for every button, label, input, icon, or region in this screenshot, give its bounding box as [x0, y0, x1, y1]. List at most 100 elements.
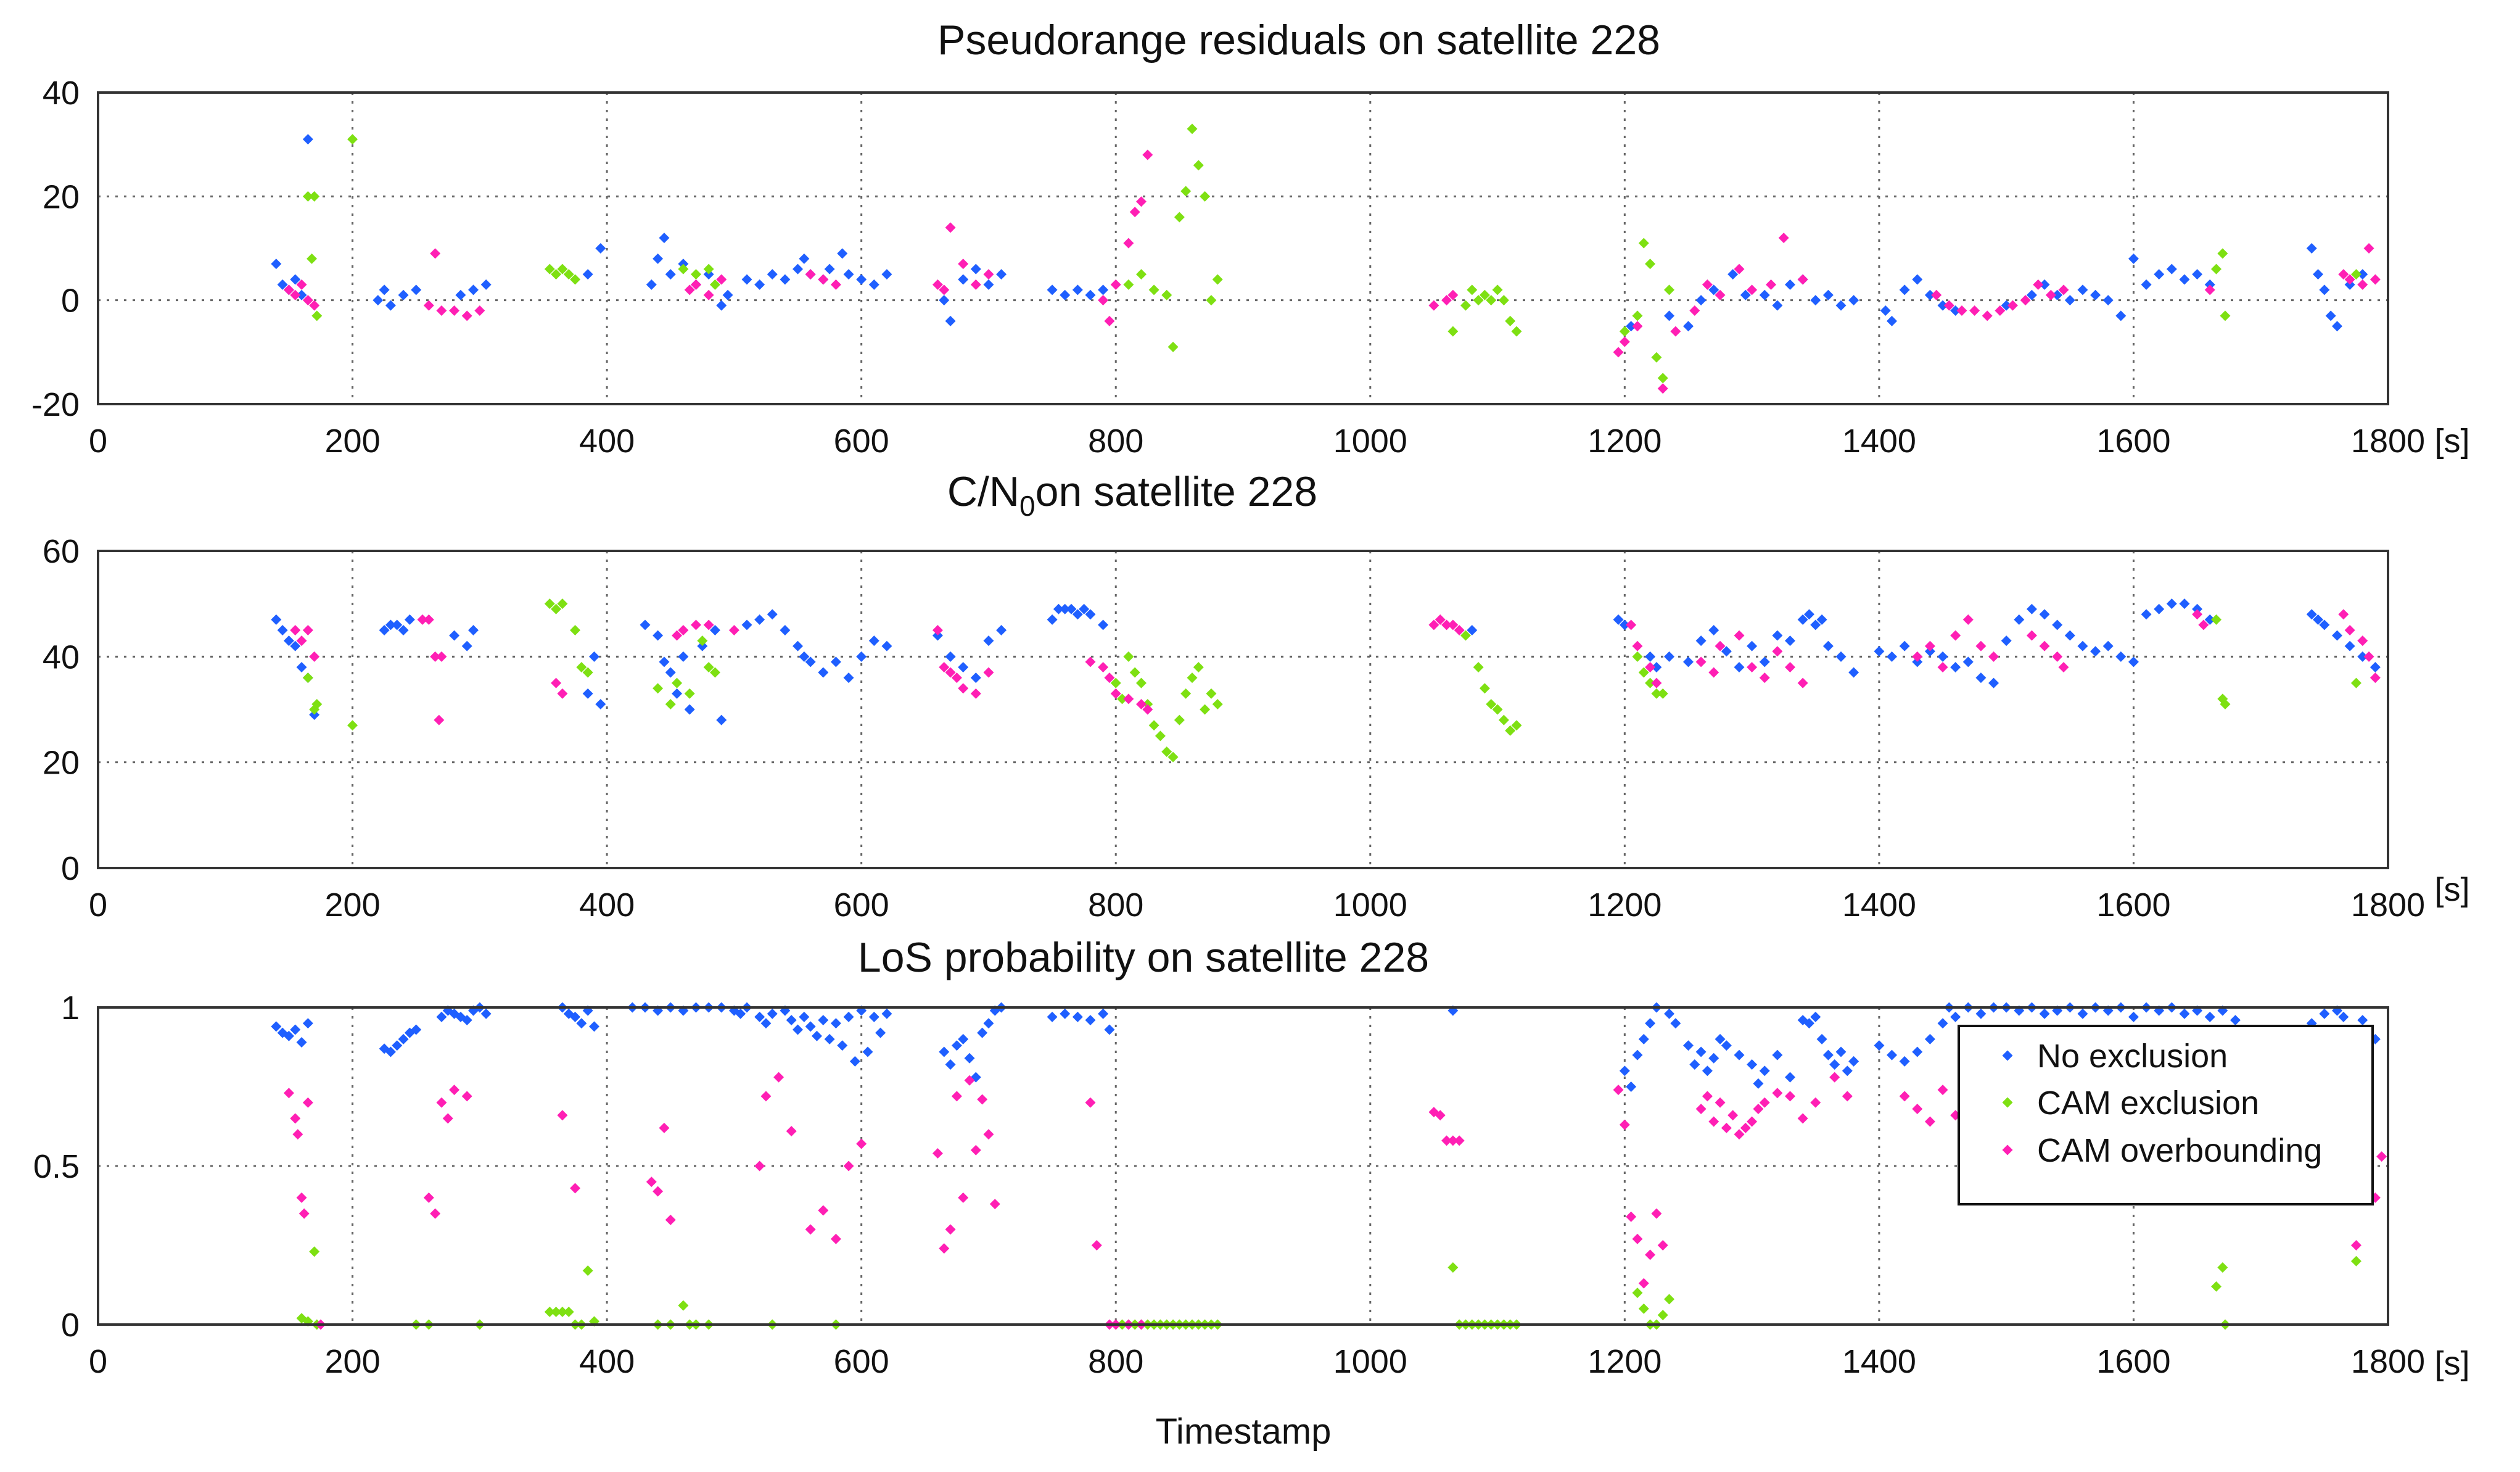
cam-overbounding-point — [461, 310, 472, 321]
no-exclusion-point — [392, 1040, 403, 1051]
x-tick-label: 200 — [325, 423, 381, 460]
no-exclusion-point — [1695, 1046, 1707, 1057]
cam-exclusion-point — [1664, 1294, 1675, 1305]
legend-label-cam-overbounding: CAM overbounding — [2037, 1132, 2322, 1169]
cam-overbounding-point — [1937, 661, 1948, 672]
legend-label-cam-exclusion: CAM exclusion — [2037, 1085, 2259, 1122]
no-exclusion-point — [881, 640, 892, 651]
cam-overbounding-point — [1734, 630, 1745, 641]
cam-overbounding-point — [1657, 1240, 1668, 1251]
cam-exclusion-point — [1167, 751, 1179, 763]
cam-overbounding-point — [1104, 672, 1115, 684]
no-exclusion-point — [1682, 321, 1694, 332]
no-exclusion-point — [970, 672, 981, 684]
no-exclusion-point — [824, 1033, 835, 1044]
no-exclusion-point — [1785, 1072, 1795, 1083]
cam-overbounding-point — [1912, 1103, 1923, 1114]
no-exclusion-point — [983, 635, 994, 647]
no-exclusion-point — [1098, 1008, 1109, 1019]
no-exclusion-point — [1734, 661, 1745, 672]
no-exclusion-point — [2338, 1011, 2349, 1022]
no-exclusion-point — [1638, 1033, 1649, 1044]
x-tick-label: 1600 — [2096, 887, 2170, 924]
panel-pseudorange-frame — [97, 91, 2389, 405]
no-exclusion-point — [1772, 1049, 1783, 1061]
x-tick-label: 600 — [834, 887, 889, 924]
no-exclusion-point — [1937, 1018, 1948, 1029]
no-exclusion-point — [398, 1033, 409, 1044]
panel-pseudorange-yticks: -20 0 20 40 — [31, 75, 80, 423]
cam-exclusion-point — [1511, 720, 1522, 731]
no-exclusion-point — [379, 625, 390, 635]
cam-exclusion-point — [1498, 714, 1509, 726]
cam-overbounding-point — [659, 1122, 670, 1133]
legend: No exclusion CAM exclusion CAM overbound… — [1958, 1025, 2374, 1205]
cam-exclusion-point — [2211, 614, 2222, 625]
legend-marker-cam-overbounding — [2002, 1144, 2013, 1156]
panel-los-frame — [97, 1006, 2389, 1326]
no-exclusion-point — [373, 295, 384, 306]
cam-overbounding-point — [1651, 677, 1662, 688]
no-exclusion-point — [659, 656, 670, 668]
cam-overbounding-point — [1657, 383, 1668, 394]
no-exclusion-point — [837, 1040, 848, 1051]
no-exclusion-point — [1079, 603, 1090, 614]
no-exclusion-point — [1619, 1065, 1630, 1077]
x-tick-label: 1800 — [2351, 1343, 2425, 1380]
cam-exclusion-point — [576, 661, 587, 672]
no-exclusion-point — [1887, 651, 1898, 662]
cam-overbounding-point — [970, 688, 981, 699]
cam-exclusion-point — [1174, 714, 1185, 726]
cam-overbounding-point — [1638, 1278, 1649, 1289]
x-axis-label: Timestamp — [1156, 1412, 1332, 1452]
no-exclusion-point — [2357, 651, 2368, 662]
no-exclusion-point — [1822, 1049, 1834, 1061]
x-tick-label: 800 — [1088, 423, 1143, 460]
cam-overbounding-point — [1797, 677, 1808, 688]
no-exclusion-point — [2077, 1008, 2088, 1019]
no-exclusion-point — [1664, 651, 1675, 662]
no-exclusion-point — [818, 667, 829, 678]
no-exclusion-point — [461, 1015, 472, 1026]
y-tick-label: 0.5 — [33, 1148, 80, 1185]
no-exclusion-point — [1899, 1056, 1910, 1067]
x-tick-label: 1400 — [1842, 1343, 1916, 1380]
x-tick-label: 1000 — [1333, 1343, 1407, 1380]
no-exclusion-point — [678, 651, 689, 662]
no-exclusion-point — [480, 1008, 492, 1019]
legend-box — [1958, 1025, 2374, 1205]
no-exclusion-point — [595, 243, 606, 254]
no-exclusion-point — [2344, 640, 2355, 651]
cam-exclusion-point — [1193, 661, 1204, 672]
no-exclusion-point — [1651, 661, 1662, 672]
y-tick-label: 0 — [61, 1307, 80, 1344]
no-exclusion-point — [2064, 630, 2075, 641]
x-tick-label: 1400 — [1842, 423, 1916, 460]
cam-exclusion-point — [347, 720, 358, 731]
cam-overbounding-point — [436, 305, 447, 316]
cam-exclusion-point — [557, 263, 568, 275]
cam-exclusion-point — [1142, 698, 1153, 709]
cam-overbounding-point — [830, 1233, 841, 1244]
no-exclusion-point — [754, 1011, 765, 1022]
cam-exclusion-point — [1460, 630, 1471, 641]
cam-exclusion-point — [703, 661, 714, 672]
cam-overbounding-point — [430, 248, 441, 259]
panel-los-yticks: 00.51 — [33, 990, 80, 1344]
cam-exclusion-point — [544, 598, 555, 610]
cam-exclusion-point — [672, 677, 683, 688]
panel-cn0-xticks: 0 200 400 600 800 1000 1200 1400 1600 1800 — [89, 887, 2425, 924]
no-exclusion-point — [1066, 603, 1077, 614]
no-exclusion-point — [2204, 614, 2215, 625]
cam-overbounding-point — [958, 683, 969, 694]
cam-overbounding-point — [436, 651, 447, 662]
no-exclusion-point — [697, 640, 708, 651]
no-exclusion-point — [983, 1018, 994, 1029]
cam-overbounding-point — [1447, 1135, 1459, 1146]
cam-overbounding-point — [1632, 1233, 1643, 1244]
cam-overbounding-point — [653, 1186, 664, 1197]
cam-overbounding-point — [1626, 1211, 1637, 1222]
no-exclusion-point — [843, 1011, 854, 1022]
cam-exclusion-point — [1479, 683, 1490, 694]
